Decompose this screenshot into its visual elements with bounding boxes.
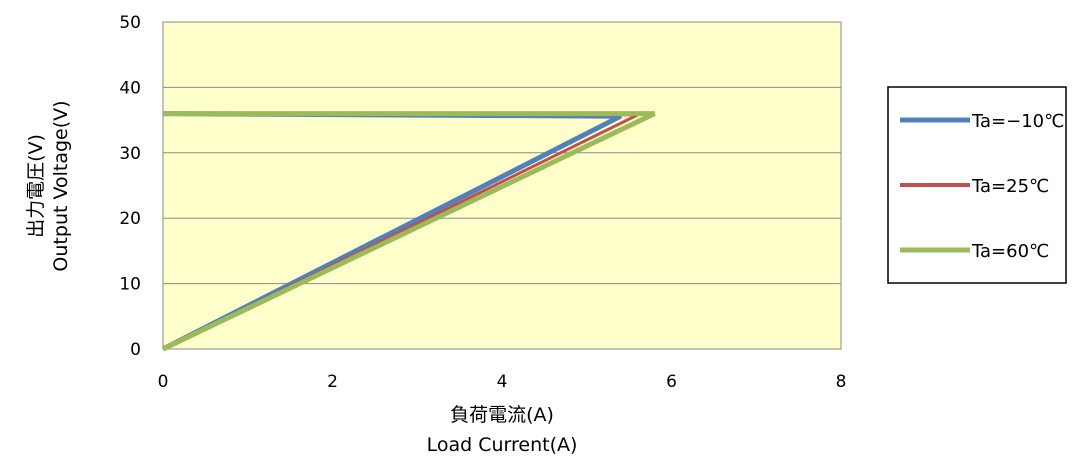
- legend-label-0: Ta=−10℃: [971, 111, 1064, 132]
- y-tick-label-0: 0: [130, 340, 141, 360]
- x-axis-title-jp: 負荷電流(A): [450, 404, 554, 426]
- x-tick-label-3: 6: [666, 372, 677, 392]
- x-axis-title-en: Load Current(A): [427, 434, 578, 456]
- legend: Ta=−10℃ Ta=25℃ Ta=60℃: [887, 86, 1067, 284]
- y-tick-label-4: 40: [119, 78, 141, 98]
- series-group: [161, 111, 656, 352]
- y-tick-label-5: 50: [119, 13, 141, 33]
- y-tick-label-3: 30: [119, 144, 141, 164]
- y-axis-title-jp: 出力電圧(V): [25, 134, 47, 238]
- x-tick-label-1: 2: [327, 372, 338, 392]
- legend-label-2: Ta=60℃: [971, 241, 1049, 262]
- x-tick-label-4: 8: [836, 372, 847, 392]
- y-axis-title-en: Output Voltage(V): [50, 100, 72, 271]
- tick-labels: 0 10 20 30 40 50 0 2 4 6 8: [119, 13, 846, 392]
- grid-lines: [163, 86, 841, 285]
- y-tick-label-1: 10: [119, 275, 141, 295]
- x-tick-label-0: 0: [158, 372, 169, 392]
- y-tick-label-2: 20: [119, 209, 141, 229]
- x-tick-label-2: 4: [497, 372, 508, 392]
- legend-label-1: Ta=25℃: [971, 176, 1049, 197]
- series-line-2: [161, 111, 656, 352]
